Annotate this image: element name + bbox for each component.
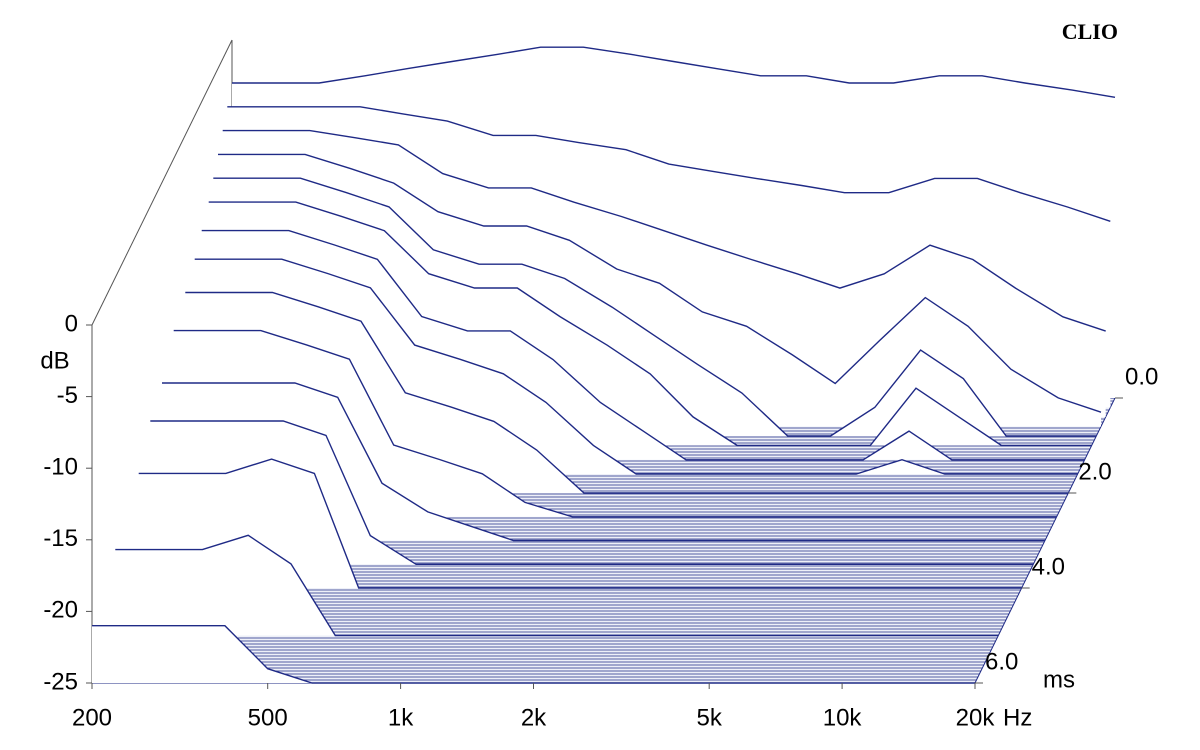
slice-line [115, 534, 999, 637]
x-tick-label: 500 [248, 704, 288, 731]
x-tick-label: 1k [388, 704, 414, 731]
t-tick-label: 4.0 [1032, 553, 1065, 580]
slice-line [173, 329, 1057, 518]
slice-fill [162, 382, 1045, 541]
y-tick-label: -20 [43, 597, 78, 624]
x-tick-label: 2k [521, 704, 547, 731]
t-tick-label: 0.0 [1125, 363, 1158, 390]
slice-line [213, 177, 1097, 437]
x-tick-label: 10k [823, 704, 863, 731]
t-tick-label: 6.0 [985, 648, 1018, 675]
slice-line [232, 46, 1116, 98]
y-axis-label: dB [40, 347, 69, 374]
slice-line [208, 201, 1092, 447]
slice-line [138, 458, 1022, 589]
slice-line [201, 229, 1085, 461]
x-tick-label: 200 [72, 704, 112, 731]
t-axis-label: ms [1043, 666, 1075, 693]
y-tick-label: -10 [43, 454, 78, 481]
y-tick-label: 0 [65, 310, 78, 337]
slice-line [227, 106, 1111, 222]
y-tick-label: -15 [43, 525, 78, 552]
slice-line [162, 382, 1045, 542]
slice-line [218, 153, 1102, 413]
slice-line [222, 129, 1106, 332]
slice-line [150, 420, 1034, 565]
x-tick-label: 20k [956, 704, 996, 731]
slice-fill [185, 292, 1069, 493]
t-tick-label: 2.0 [1078, 458, 1111, 485]
x-tick-label: 5k [697, 704, 723, 731]
slice-line [185, 291, 1069, 494]
slice-fill [92, 625, 975, 683]
axis-line [91, 39, 233, 326]
slice-line [194, 258, 1078, 475]
y-tick-label: -5 [57, 382, 78, 409]
brand: CLIO [1062, 19, 1118, 44]
x-axis-label: Hz [1003, 704, 1032, 731]
slice-fill [173, 330, 1057, 517]
y-tick-label: -25 [43, 668, 78, 695]
